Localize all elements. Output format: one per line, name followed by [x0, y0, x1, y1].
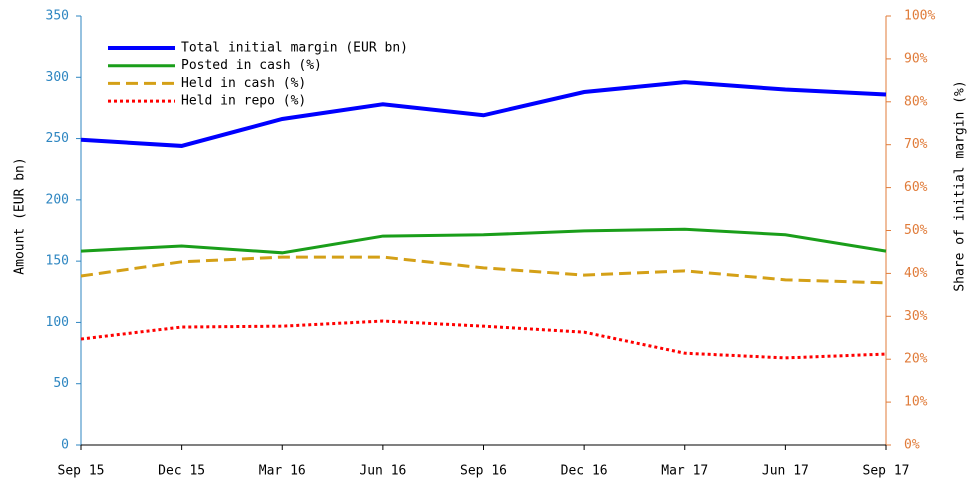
y-tick-label: 0: [61, 438, 69, 453]
y2-tick-label: 40%: [904, 266, 928, 281]
x-tick-label: Jun 16: [359, 464, 406, 479]
y2-tick-label: 10%: [904, 395, 928, 410]
legend-label: Held in cash (%): [181, 76, 306, 91]
y2-tick-label: 30%: [904, 309, 928, 324]
series-line: [80, 319, 887, 360]
series-line: [80, 80, 887, 148]
y2-tick-label: 0%: [904, 438, 920, 453]
y-tick-label: 200: [46, 192, 69, 207]
x-tick-label: Dec 16: [561, 464, 608, 479]
x-tick-label: Dec 15: [158, 464, 205, 479]
x-tick-label: Sep 16: [460, 464, 507, 479]
x-tick-label: Jun 17: [762, 464, 809, 479]
series-line: [80, 255, 887, 285]
y2-tick-label: 20%: [904, 352, 928, 367]
y-tick-label: 250: [46, 131, 69, 146]
y-axis-label: Amount (EUR bn): [13, 157, 28, 274]
x-tick-label: Mar 16: [259, 464, 306, 479]
y-tick-label: 350: [46, 9, 69, 24]
x-tick-label: Mar 17: [661, 464, 708, 479]
y-tick-label: 100: [46, 315, 69, 330]
legend-label: Total initial margin (EUR bn): [181, 41, 408, 56]
y2-tick-label: 50%: [904, 223, 928, 238]
y2-tick-label: 70%: [904, 137, 928, 152]
y-tick-label: 150: [46, 254, 69, 269]
y2-axis-label: Share of initial margin (%): [953, 80, 968, 291]
y2-tick-label: 90%: [904, 51, 928, 66]
legend-label: Held in repo (%): [181, 94, 306, 109]
series-line: [80, 227, 887, 255]
y2-tick-label: 60%: [904, 180, 928, 195]
x-tick-label: Sep 17: [863, 464, 910, 479]
y2-tick-label: 100%: [904, 9, 935, 24]
x-tick-label: Sep 15: [58, 464, 105, 479]
y2-tick-label: 80%: [904, 94, 928, 109]
y-tick-label: 50: [53, 376, 69, 391]
legend-label: Posted in cash (%): [181, 58, 322, 73]
y-tick-label: 300: [46, 70, 69, 85]
